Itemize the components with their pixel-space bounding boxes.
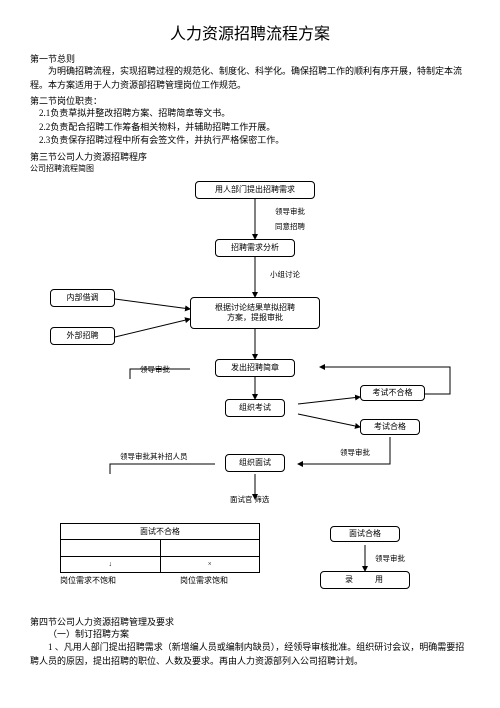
label-approve1: 领导审批 [275,206,305,217]
demand-saturated: 岗位需求饱和 [180,575,228,586]
node-analysis: 招聘需求分析 [215,239,295,257]
section2-item2: 2.2负责配合招聘工作筹备相关物料，并辅助招聘工作开展。 [30,121,470,135]
interview-pass: 面试合格 [330,526,400,542]
section2-item1: 2.1负责草拟并整改招聘方案、招聘简章等文书。 [30,107,470,121]
label-approve-sup: 领导审批其补招人员 [120,451,188,462]
node-exam-pass: 考试合格 [360,419,420,435]
node-interview: 组织面试 [225,454,285,472]
hire-box: 录 用 [320,571,410,589]
lower-flowchart: 面试不合格 ↓ × 岗位需求不饱和 岗位需求饱和 面试合格 领导审批 录 用 [30,523,470,613]
section3-sub: 公司招聘流程简图 [30,163,470,175]
fail-table: 面试不合格 ↓ × [60,523,260,573]
label-agree: 同意招聘 [275,221,305,232]
label-approve4: 领导审批 [375,553,405,564]
section4-sub1: （一）制订招聘方案 [30,628,470,642]
section4-header: 第四节公司人力资源招聘管理及要求 [30,615,470,628]
node-publish: 发出招聘简章 [215,359,295,377]
label-approve3: 领导审批 [340,447,370,458]
node-exam: 组织考试 [225,399,285,417]
node-request: 用人部门提出招聘需求 [195,181,315,199]
node-external: 外部招聘 [50,327,115,345]
flowchart: 用人部门提出招聘需求 领导审批 同意招聘 招聘需求分析 小组讨论 内部借调 外部… [30,179,470,519]
label-approve2: 领导审批 [140,364,170,375]
section2-header: 第二节岗位职责： [30,94,470,107]
node-internal: 内部借调 [50,289,115,307]
section1-header: 第一节总则 [30,52,470,65]
section4-body1: 1 、凡用人部门提出招聘需求（新增编人员或编制内缺员），经领导审核批准。组织研讨… [30,641,470,668]
label-interviewer: 面试官 筛选 [230,494,269,505]
section2-item3: 2.3负责保存招聘过程中所有会签文件，并执行严格保密工作。 [30,134,470,148]
section3-header: 第三节公司人力资源招聘程序 [30,150,470,163]
demand-unsaturated: 岗位需求不饱和 [60,575,116,586]
node-draft: 根据讨论结果草拟招聘 方案，提报审批 [190,297,320,329]
node-exam-fail: 考试不合格 [360,385,425,401]
label-discuss: 小组讨论 [270,269,300,280]
section1-body: 为明确招聘流程，实现招聘过程的规范化、制度化、科学化。确保招聘工作的顺利有序开展… [30,65,470,92]
fail-table-header: 面试不合格 [61,524,259,540]
page-title: 人力资源招聘流程方案 [30,20,470,44]
